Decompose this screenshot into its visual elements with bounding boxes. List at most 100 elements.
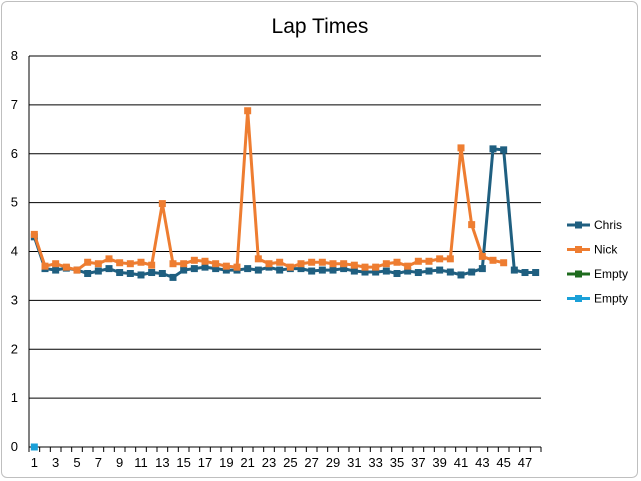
legend-label: Empty	[594, 267, 628, 281]
data-point	[276, 266, 284, 274]
data-point	[361, 268, 369, 276]
data-point	[372, 263, 380, 271]
legend-item: Empty	[567, 267, 628, 281]
data-point	[318, 266, 326, 274]
x-tick-label: 47	[518, 455, 532, 470]
data-point	[393, 269, 401, 277]
data-point	[340, 260, 348, 268]
legend-label: Empty	[594, 292, 628, 306]
data-point	[41, 262, 49, 270]
data-point	[329, 260, 337, 268]
data-point	[116, 269, 124, 277]
data-point	[94, 267, 102, 275]
data-point	[254, 255, 262, 263]
data-point	[489, 145, 497, 153]
legend-marker	[575, 295, 582, 302]
data-point	[73, 266, 81, 274]
data-point	[308, 258, 316, 266]
data-point	[52, 266, 60, 274]
data-point	[126, 260, 134, 268]
y-tick-label: 8	[11, 48, 18, 63]
y-tick-label: 2	[11, 341, 18, 356]
data-point	[382, 267, 390, 275]
data-point	[446, 255, 454, 263]
data-point	[382, 260, 390, 268]
x-tick-label: 13	[155, 455, 169, 470]
data-point	[446, 268, 454, 276]
data-point	[169, 260, 177, 268]
legend-item: Empty	[567, 292, 628, 306]
x-tick-label: 35	[390, 455, 404, 470]
data-point	[84, 269, 92, 277]
data-point	[478, 265, 486, 273]
gridlines	[29, 55, 541, 448]
data-point	[180, 260, 188, 268]
data-point	[436, 255, 444, 263]
series-1	[30, 107, 508, 274]
data-point	[222, 266, 230, 274]
data-point	[148, 269, 156, 277]
data-point	[222, 262, 230, 270]
data-point	[201, 263, 209, 271]
x-tick-label: 45	[496, 455, 510, 470]
data-point	[116, 259, 124, 267]
data-point	[468, 221, 476, 229]
data-point	[404, 262, 412, 270]
x-tick-label: 23	[262, 455, 276, 470]
data-point	[425, 267, 433, 275]
data-point	[244, 107, 252, 115]
data-point	[457, 144, 465, 152]
y-tick-label: 1	[11, 390, 18, 405]
data-point	[212, 265, 220, 273]
x-tick-label: 21	[240, 455, 254, 470]
data-point	[329, 266, 337, 274]
data-point	[414, 269, 422, 277]
x-tick-label: 3	[52, 455, 59, 470]
data-point	[212, 260, 220, 268]
data-point	[457, 271, 465, 279]
x-tick-label: 41	[454, 455, 468, 470]
data-point	[233, 263, 241, 271]
x-tick-label: 19	[219, 455, 233, 470]
data-point	[532, 269, 540, 277]
y-tick-label: 5	[11, 195, 18, 210]
data-point	[62, 263, 70, 271]
data-point	[137, 258, 145, 266]
x-tick-label: 1	[31, 455, 38, 470]
data-point	[478, 252, 486, 260]
data-point	[286, 263, 294, 271]
data-point	[169, 273, 177, 281]
legend-item: Nick	[567, 243, 618, 257]
data-point	[137, 271, 145, 279]
data-point	[180, 266, 188, 274]
legend-marker	[575, 246, 582, 253]
data-point	[468, 268, 476, 276]
x-tick-label: 5	[73, 455, 80, 470]
series-lines	[30, 107, 540, 451]
data-point	[201, 257, 209, 265]
data-point	[500, 146, 508, 154]
data-point	[521, 269, 529, 277]
data-point	[126, 269, 134, 277]
data-point	[372, 268, 380, 276]
data-point	[500, 259, 508, 267]
x-tick-label: 31	[347, 455, 361, 470]
data-point	[158, 269, 166, 277]
legend-item: Chris	[567, 218, 622, 232]
data-point	[190, 256, 198, 264]
data-point	[105, 255, 113, 263]
data-point	[244, 265, 252, 273]
data-point	[52, 260, 60, 268]
x-tick-label: 37	[411, 455, 425, 470]
y-tick-label: 4	[11, 244, 18, 259]
x-tick-label: 17	[198, 455, 212, 470]
data-point	[158, 200, 166, 208]
data-point	[105, 265, 113, 273]
data-point	[489, 256, 497, 264]
y-tick-label: 3	[11, 292, 18, 307]
x-tick-label: 9	[116, 455, 123, 470]
data-point	[265, 260, 273, 268]
data-point	[30, 230, 38, 238]
series-3	[30, 443, 38, 451]
